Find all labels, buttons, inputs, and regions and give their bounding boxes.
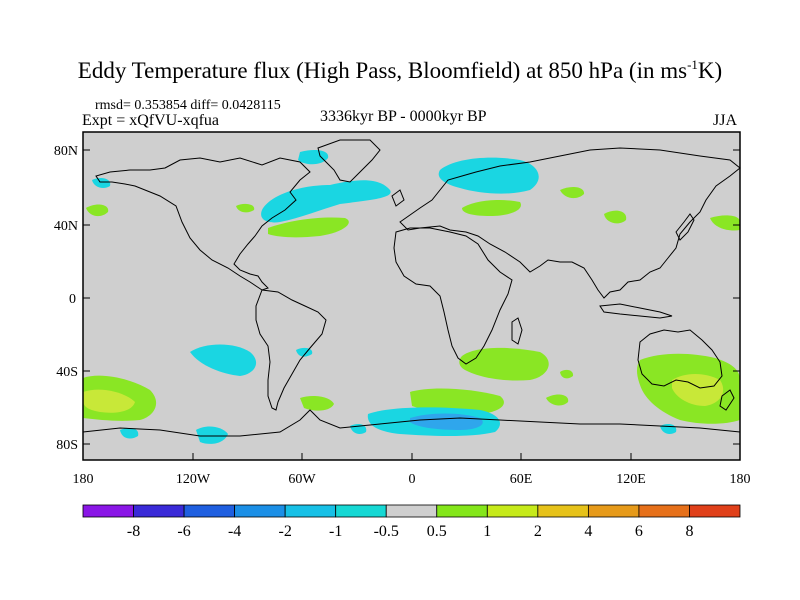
coast-antarctica [82,409,741,437]
lat-label-80s: 80S [56,438,78,453]
colorbar-swatch [436,504,488,518]
green-patch-north-west-pacific [710,215,740,231]
lon-label-120e: 120E [616,472,646,487]
colorbar-label: -8 [127,523,140,540]
green-patch-north-atlantic [268,217,349,238]
coast-africa [393,227,513,365]
cyan-patch-labrador [298,150,329,165]
yellow-patch-australia [672,374,724,406]
lat-label-0: 0 [69,292,76,307]
coastlines [82,139,741,437]
lon-label-180-right: 180 [730,472,751,487]
lat-ticks [83,149,740,445]
experiment-label: Expt = xQfVU-xqfua [82,112,219,129]
anomaly-patches [83,150,740,444]
lon-label-0: 0 [409,472,416,487]
lon-label-180-left: 180 [73,472,94,487]
colorbar-label: 0.5 [427,523,447,540]
cyan-patch-south-pacific [190,344,257,376]
colorbar-swatch [183,504,236,518]
cyan-patch-north-pacific [92,178,111,188]
coast-new-zealand [719,389,735,411]
colorbar-swatch [385,504,438,518]
colorbar-label: -6 [177,523,190,540]
lon-label-60w: 60W [288,472,316,487]
blue-patch-weddell [410,413,483,430]
green-patch-south-africa [459,347,549,381]
colorbar-label: 8 [685,523,693,540]
colorbar-label: -4 [228,523,241,540]
colorbar-swatch [537,504,589,518]
colorbar-label: -2 [278,523,291,540]
coast-south-america [255,289,327,411]
ocean-land-field [83,132,740,460]
coast-madagascar [511,317,523,345]
coast-uk [391,189,405,207]
coast-indonesia [599,303,673,319]
colorbar-swatch [689,504,741,518]
lon-label-120w: 120W [176,472,211,487]
cyan-patch-north-atlantic [261,180,391,223]
colorbar-labels: -8 -6 -4 -2 -1 -0.5 0.5 1 2 4 6 8 [127,523,694,540]
green-patch-siberia [560,186,585,199]
lon-label-60e: 60E [510,472,533,487]
plot-title: Eddy Temperature flux (High Pass, Bloomf… [77,57,723,83]
map-panel [82,131,741,461]
green-patch-central-asia [604,210,627,224]
coast-japan [675,213,695,241]
period-label: 3336kyr BP - 0000kyr BP [320,108,487,125]
colorbar-label: 6 [635,523,643,540]
colorbar-label: 4 [584,523,592,540]
colorbar-swatch [82,504,134,518]
colorbar-label: 2 [534,523,542,540]
coast-australia [637,329,723,389]
yellow-patch-south-pacific-west [83,389,135,413]
green-patch-north-america [236,203,255,213]
colorbar-swatch [486,504,539,518]
colorbar-label: 1 [483,523,491,540]
coast-north-america [95,157,311,291]
green-patch-south-indian-east [546,394,569,406]
colorbar-label: -1 [329,523,342,540]
stats-line: rmsd= 0.353854 diff= 0.0428115 [95,98,281,113]
green-patch-drake [300,396,334,411]
lat-label-80n: 80N [54,144,78,159]
cyan-patch-ross [196,426,228,444]
colorbar-swatch [587,504,640,518]
colorbar-swatch [234,504,286,518]
colorbar-swatch [638,504,690,518]
colorbar-label: -0.5 [374,523,399,540]
colorbar-swatch [335,504,387,518]
lat-label-40n: 40N [54,219,78,234]
colorbar-swatch [284,504,337,518]
colorbar [82,504,741,518]
colorbar-swatch [133,504,185,518]
season-label: JJA [713,112,738,129]
coast-eurasia [399,147,741,299]
coast-greenland [317,139,381,183]
cyan-patch-amundsen [120,428,139,439]
green-patch-north-pacific [86,204,109,217]
cyan-patch-arctic-scandinavia [438,157,539,194]
green-patch-europe [462,200,521,216]
green-patch-south-indian [560,369,574,379]
lon-ticks [82,453,741,460]
lat-label-40s: 40S [56,365,78,380]
